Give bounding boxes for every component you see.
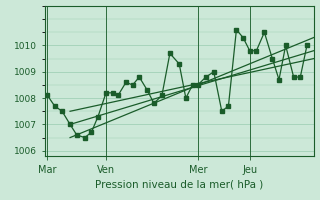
X-axis label: Pression niveau de la mer( hPa ): Pression niveau de la mer( hPa ) (95, 179, 263, 189)
